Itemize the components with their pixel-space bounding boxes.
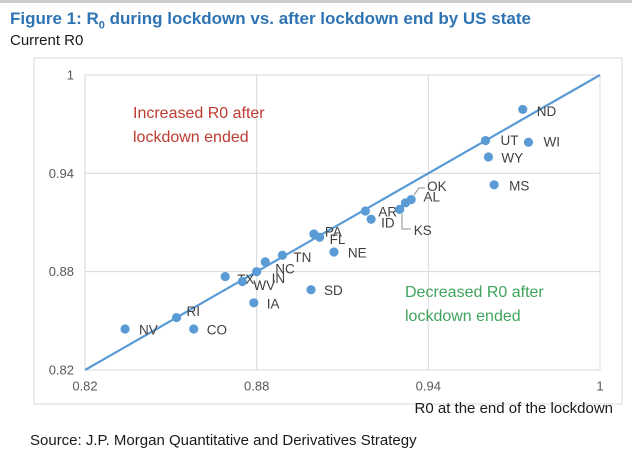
data-point-label-tn: TN [293, 250, 311, 265]
data-point-nv [120, 324, 130, 334]
y-axis-title: Current R0 [10, 32, 84, 49]
figure-title-subscript: 0 [98, 19, 105, 32]
data-point-ut [480, 135, 491, 146]
data-point-ok [406, 194, 416, 205]
data-point-ne [329, 247, 339, 257]
data-point-ms [489, 180, 499, 190]
label-leader-line-ks [401, 214, 411, 230]
data-point-label-ms: MS [509, 178, 529, 193]
data-point-label-id: ID [381, 216, 395, 231]
data-point-ia [249, 298, 259, 308]
data-point-label-fl: FL [330, 232, 346, 247]
data-point-label-al: AL [423, 189, 440, 204]
source-text: Source: J.P. Morgan Quantitative and Der… [30, 432, 417, 449]
data-point-label-sd: SD [324, 283, 343, 298]
x-tick-label: 0.82 [72, 379, 97, 394]
data-point-nc [260, 257, 270, 267]
data-point-nd [518, 104, 528, 115]
diagonal-reference-line [84, 74, 601, 371]
figure-title-suffix: during lockdown vs. after lockdown end b… [104, 9, 531, 28]
data-point-ri [171, 312, 182, 323]
figure-title-prefix: Figure 1: R [10, 9, 99, 28]
y-tick-label: 0.94 [49, 166, 74, 181]
data-point-label-ks: KS [414, 223, 432, 238]
data-point-id [366, 214, 376, 224]
top-divider [0, 0, 632, 3]
y-tick-label: 1 [67, 68, 74, 83]
data-point-label-in: IN [272, 271, 286, 286]
annotation-increased-r0: Increased R0 after lockdown ended [133, 105, 265, 146]
data-point-ar [360, 206, 370, 216]
data-point-label-ia: IA [267, 296, 280, 311]
data-point-wi [523, 137, 534, 147]
data-point-wv [237, 276, 247, 287]
data-point-label-nd: ND [537, 104, 557, 119]
data-point-co [189, 324, 199, 334]
data-point-label-co: CO [207, 323, 227, 338]
data-point-label-wi: WI [543, 135, 560, 150]
x-tick-label: 0.94 [416, 379, 441, 394]
y-tick-label: 0.82 [49, 363, 74, 378]
y-tick-label: 0.88 [49, 264, 74, 279]
figure-title: Figure 1: R0 during lockdown vs. after l… [10, 9, 622, 31]
x-tick-label: 0.88 [244, 379, 269, 394]
data-point-label-ne: NE [348, 246, 367, 261]
data-point-sd [306, 285, 316, 295]
data-point-label-ok: OK [427, 179, 447, 194]
data-point-label-nv: NV [139, 323, 158, 338]
data-point-label-ar: AR [378, 205, 397, 220]
data-point-tx [220, 271, 230, 282]
data-point-label-pa: PA [325, 224, 342, 239]
x-tick-label: 1 [596, 379, 603, 394]
data-point-label-wy: WY [501, 150, 523, 165]
data-point-fl [315, 232, 325, 242]
data-point-label-ri: RI [187, 304, 201, 319]
x-axis-title: R0 at the end of the lockdown [414, 400, 613, 417]
data-point-in [252, 267, 262, 277]
data-point-label-nc: NC [275, 261, 295, 276]
data-point-label-wv: WV [253, 278, 275, 293]
label-leader-line-ok [413, 187, 425, 196]
data-point-label-ut: UT [501, 133, 519, 148]
data-point-wy [483, 152, 494, 162]
data-point-ks [395, 204, 405, 214]
annotation-decreased-r0: Decreased R0 after lockdown ended [405, 284, 544, 325]
data-point-tn [277, 250, 288, 260]
